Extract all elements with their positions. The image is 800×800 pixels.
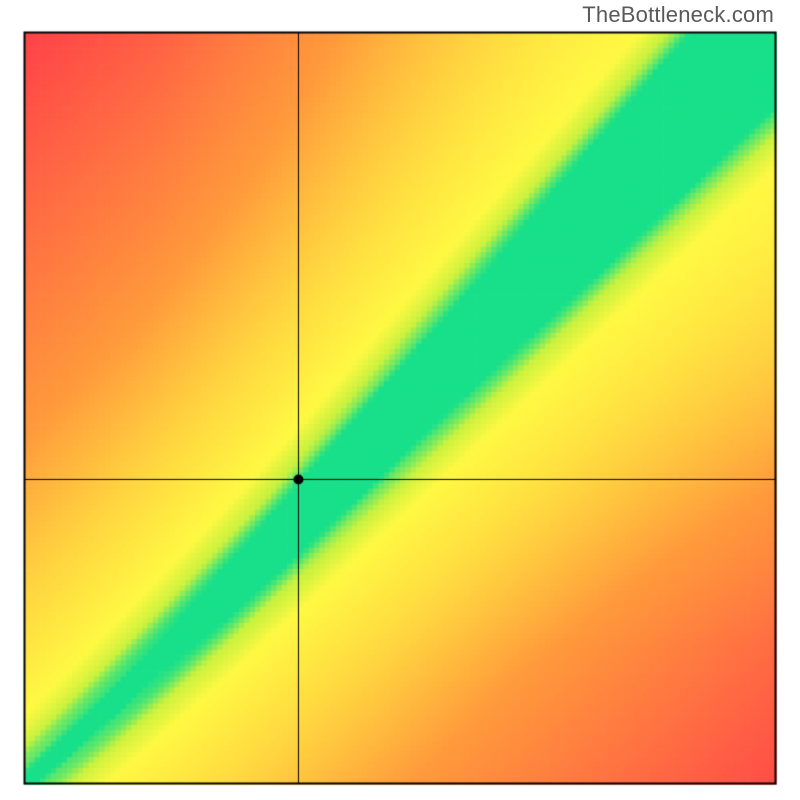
bottleneck-heatmap (0, 0, 800, 800)
watermark-text: TheBottleneck.com (582, 2, 774, 28)
